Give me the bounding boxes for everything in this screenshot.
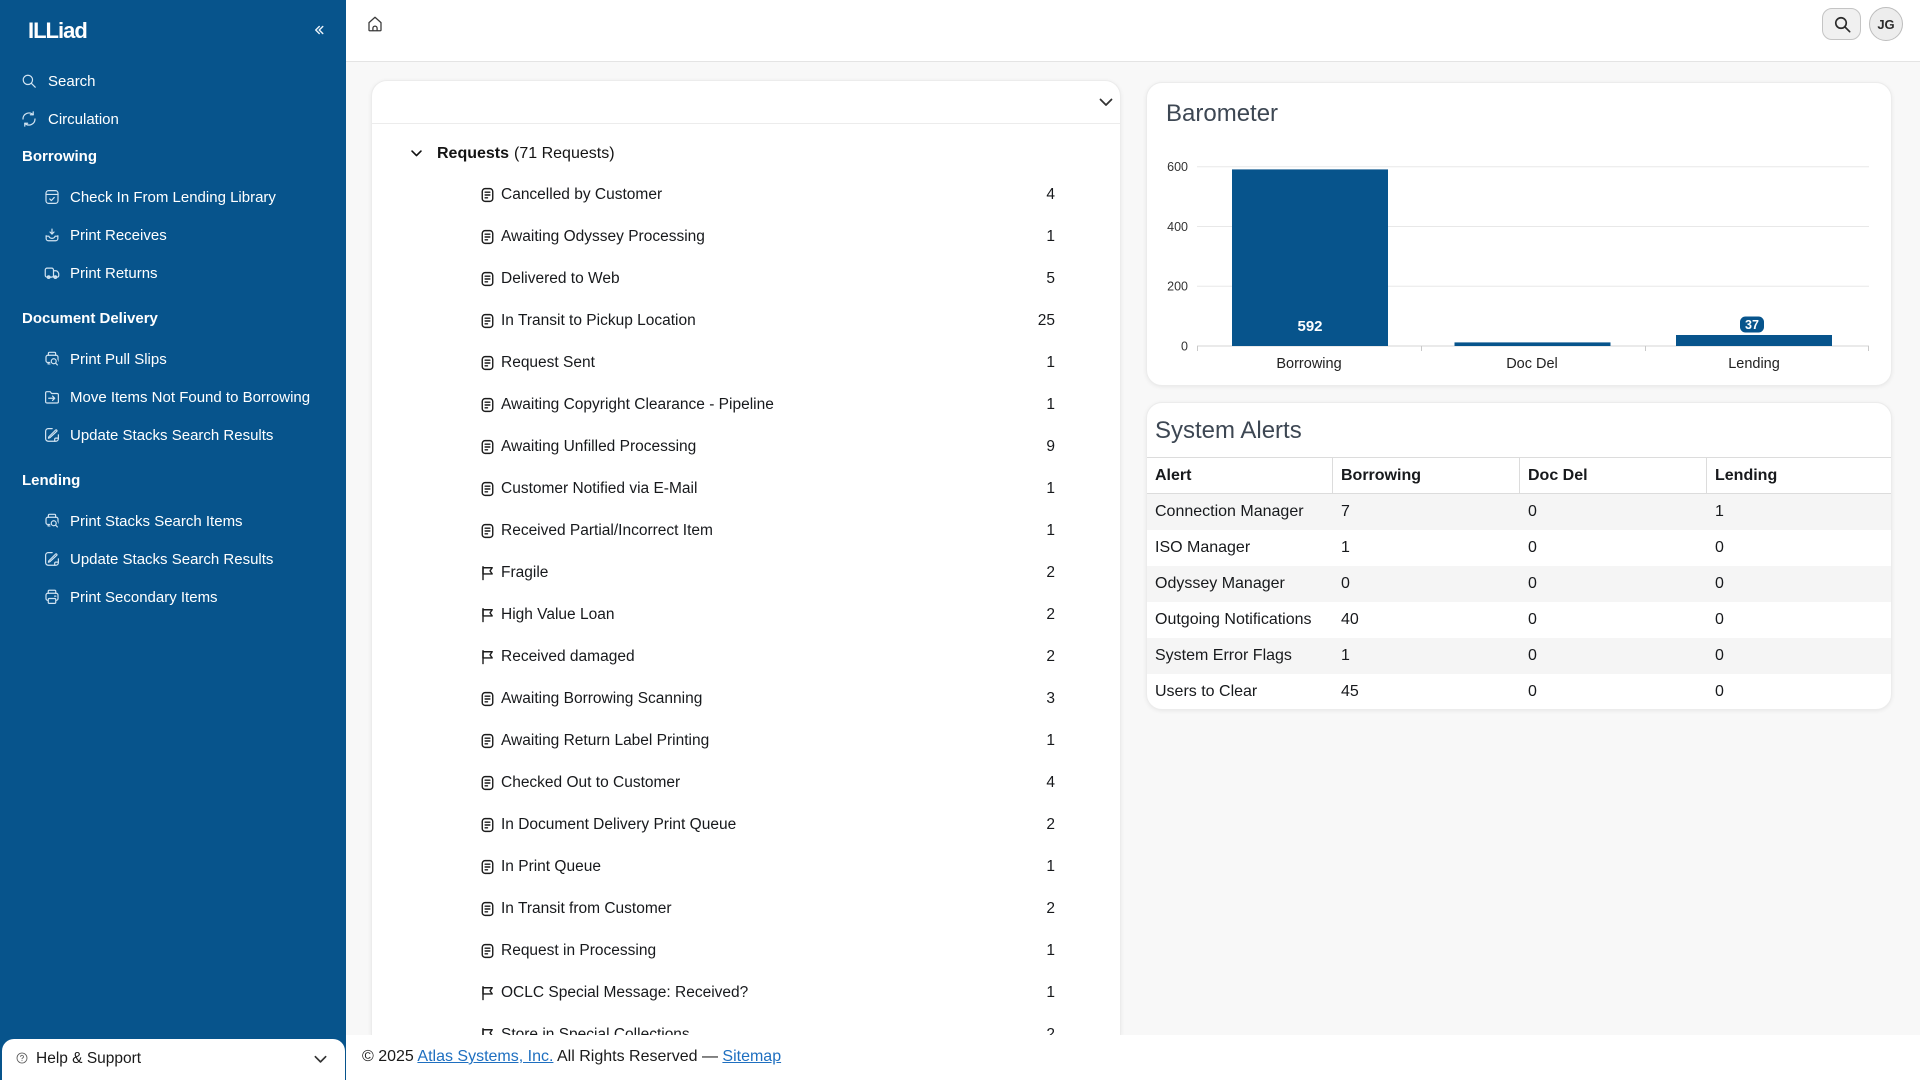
svg-text:Borrowing: Borrowing — [1276, 356, 1341, 372]
svg-text:Doc Del: Doc Del — [1506, 356, 1558, 372]
svg-text:600: 600 — [1167, 160, 1188, 174]
svg-text:200: 200 — [1167, 280, 1188, 294]
svg-text:Lending: Lending — [1728, 356, 1780, 372]
svg-text:0: 0 — [1181, 339, 1188, 353]
svg-text:592: 592 — [1297, 318, 1322, 335]
svg-text:400: 400 — [1167, 220, 1188, 234]
svg-text:37: 37 — [1745, 318, 1759, 332]
